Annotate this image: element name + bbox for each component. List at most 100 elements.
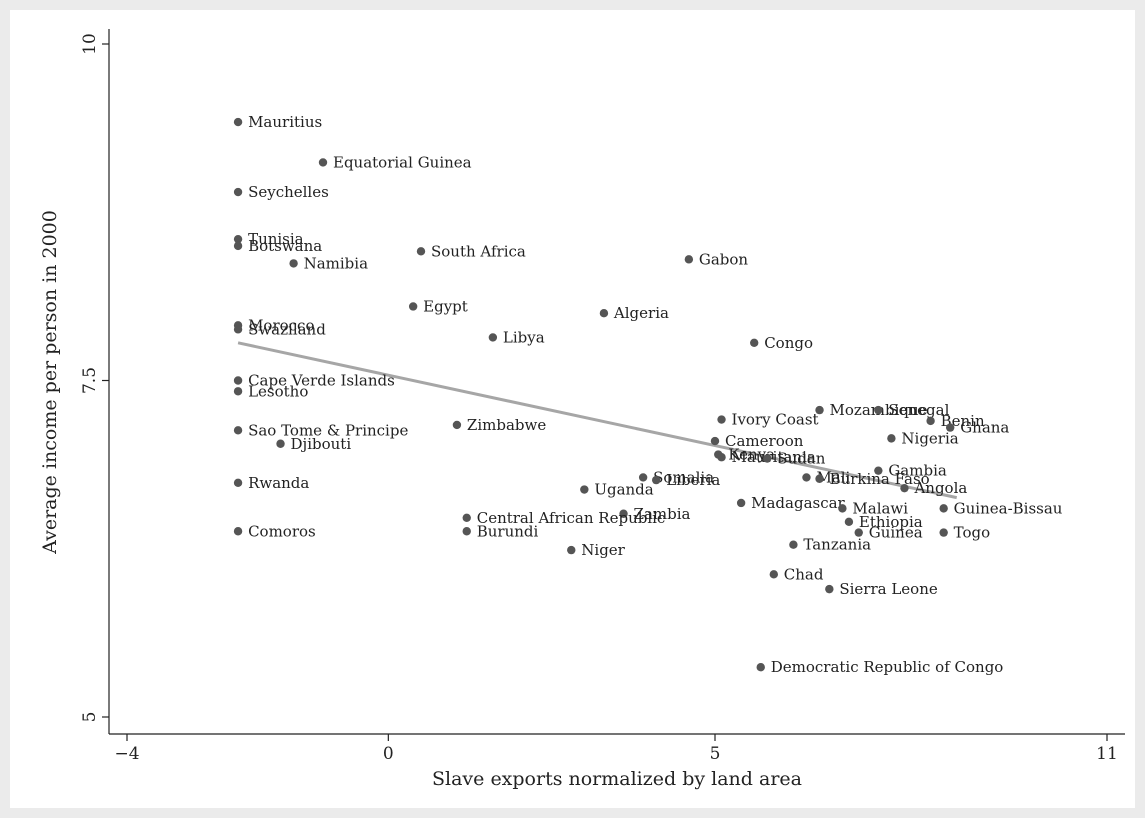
data-point (638, 473, 648, 482)
data-point (289, 259, 298, 268)
data-point (416, 247, 426, 256)
data-point-label: Comoros (248, 522, 316, 540)
data-point-label: Ghana (960, 419, 1009, 437)
data-point (233, 241, 243, 251)
data-point (717, 415, 726, 424)
data-point-label: Niger (581, 541, 625, 559)
data-point (802, 473, 811, 482)
data-point (233, 325, 243, 334)
data-point (580, 485, 589, 494)
data-point (233, 478, 243, 487)
data-point-label: Sierra Leone (839, 580, 938, 598)
data-point (763, 454, 772, 463)
data-point (452, 420, 462, 430)
data-point-label: Nigeria (901, 429, 958, 447)
data-point-label: Djibouti (291, 435, 352, 453)
data-point (854, 528, 863, 537)
data-point (462, 527, 471, 536)
data-point-label: Ethiopia (859, 513, 923, 531)
data-point-label: Zimbabwe (467, 416, 546, 434)
data-point-label: Egypt (423, 297, 468, 315)
data-point (684, 255, 694, 264)
data-point-label: Central African Republic (477, 509, 666, 527)
data-point (874, 405, 883, 415)
data-point-label: Mauritius (248, 113, 322, 131)
data-point-label: Uganda (594, 481, 653, 499)
data-point (276, 439, 285, 448)
data-point-label: Burkina Faso (830, 470, 930, 488)
data-point-label: Gabon (699, 250, 749, 268)
data-point (619, 509, 628, 518)
data-point-label: Mauritania (732, 448, 816, 466)
fit-line (237, 341, 958, 500)
data-point (838, 504, 847, 513)
data-point (233, 117, 243, 127)
data-point-label: Seychelles (248, 183, 329, 201)
data-point-label: Gambia (888, 462, 947, 480)
data-point (652, 475, 661, 485)
data-point (815, 474, 824, 483)
data-point (717, 453, 726, 462)
data-point-label: Burundi (477, 522, 539, 540)
data-point (233, 527, 243, 536)
data-point (926, 416, 935, 426)
y-tick-label: 7.5 (80, 367, 100, 394)
data-point (710, 436, 720, 446)
data-point (233, 387, 243, 396)
data-point-label: Tanzania (803, 536, 871, 554)
data-point (815, 405, 824, 415)
data-point (756, 662, 765, 672)
fit-line-layer (237, 341, 958, 500)
ticks-layer: −4 0 5 11 5 7.5 10 (80, 33, 1118, 764)
data-point (233, 234, 243, 244)
data-point (946, 423, 955, 432)
data-point (736, 498, 746, 508)
data-point (408, 302, 418, 311)
data-point-label: Tunisia (248, 230, 304, 248)
data-point (874, 466, 883, 475)
data-point (567, 545, 576, 555)
data-point-label: Namibia (304, 254, 368, 272)
data-point-label: Zambia (634, 505, 691, 523)
data-point-label: Congo (764, 334, 813, 352)
data-point-label: Guinea-Bissau (954, 499, 1063, 517)
x-tick-label: −4 (114, 744, 139, 764)
data-point-label: Angola (913, 479, 967, 497)
x-tick-label: 0 (383, 744, 394, 764)
data-point-label: Rwanda (248, 474, 309, 492)
y-tick-label: 10 (80, 33, 100, 55)
data-point (887, 434, 896, 443)
data-point (233, 376, 243, 385)
data-point (318, 158, 328, 167)
data-point-label: Swaziland (248, 320, 326, 338)
data-point-label: Malawi (852, 499, 908, 517)
data-point-label: Sudan (777, 450, 825, 468)
data-point-label: Somalia (653, 468, 714, 486)
data-point-label: Chad (784, 565, 824, 583)
plot-region-background (10, 10, 1135, 808)
data-point (233, 187, 243, 197)
data-point-label: Democratic Republic of Congo (771, 658, 1004, 676)
y-axis-title: Average income per person in 2000 (39, 210, 61, 555)
data-point-label: Senegal (888, 401, 949, 419)
data-point (488, 333, 498, 342)
data-point-label: Equatorial Guinea (333, 153, 472, 171)
data-point-label: Togo (954, 524, 991, 542)
data-point-label: Sao Tome & Principe (248, 421, 408, 439)
data-point-label: Liberia (666, 471, 720, 489)
data-point (750, 338, 759, 348)
data-point-label: Morocco (248, 316, 314, 334)
data-point (825, 584, 834, 594)
data-point-label: Cape Verde Islands (248, 372, 395, 390)
data-point (599, 309, 609, 318)
data-point (233, 426, 243, 435)
data-point (939, 528, 948, 537)
data-point-label: Madagascar (751, 494, 845, 512)
x-tick-label: 5 (710, 744, 721, 764)
y-tick-label: 5 (80, 712, 100, 723)
x-axis-title: Slave exports normalized by land area (432, 768, 802, 790)
data-point (462, 513, 471, 522)
data-point (939, 504, 948, 513)
